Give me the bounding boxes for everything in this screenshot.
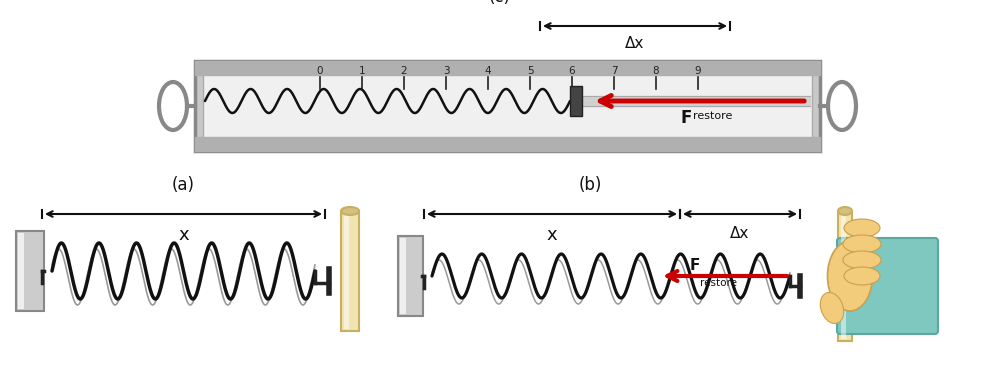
- Text: 2: 2: [401, 66, 407, 76]
- FancyBboxPatch shape: [570, 86, 582, 116]
- Text: Δx: Δx: [730, 226, 750, 241]
- FancyBboxPatch shape: [398, 236, 422, 316]
- Text: 1: 1: [359, 66, 365, 76]
- FancyBboxPatch shape: [344, 213, 349, 329]
- Text: 9: 9: [695, 66, 701, 76]
- Text: x: x: [178, 226, 189, 244]
- Ellipse shape: [844, 219, 880, 237]
- Text: 0: 0: [317, 66, 323, 76]
- Text: F: F: [690, 258, 700, 273]
- FancyBboxPatch shape: [841, 213, 846, 339]
- Text: 4: 4: [485, 66, 491, 76]
- Ellipse shape: [843, 251, 881, 269]
- Text: restore: restore: [693, 111, 732, 121]
- FancyBboxPatch shape: [400, 238, 406, 314]
- Text: F: F: [680, 109, 691, 127]
- Ellipse shape: [820, 292, 844, 324]
- Text: x: x: [547, 226, 557, 244]
- Text: (c): (c): [489, 0, 511, 6]
- Ellipse shape: [828, 241, 872, 311]
- Ellipse shape: [838, 207, 852, 215]
- Text: Δx: Δx: [625, 36, 645, 51]
- Text: (a): (a): [172, 176, 194, 194]
- Text: 8: 8: [653, 66, 659, 76]
- Text: 6: 6: [569, 66, 575, 76]
- Text: 3: 3: [443, 66, 449, 76]
- Text: (b): (b): [578, 176, 602, 194]
- FancyBboxPatch shape: [341, 211, 359, 331]
- FancyBboxPatch shape: [195, 61, 820, 151]
- Text: restore: restore: [700, 278, 737, 288]
- FancyBboxPatch shape: [18, 233, 24, 309]
- FancyBboxPatch shape: [838, 211, 852, 341]
- Text: 5: 5: [527, 66, 533, 76]
- Text: 7: 7: [611, 66, 617, 76]
- Ellipse shape: [341, 207, 359, 215]
- FancyBboxPatch shape: [16, 231, 44, 311]
- Ellipse shape: [844, 267, 880, 285]
- FancyBboxPatch shape: [203, 69, 812, 143]
- FancyBboxPatch shape: [837, 238, 938, 334]
- Ellipse shape: [843, 235, 881, 253]
